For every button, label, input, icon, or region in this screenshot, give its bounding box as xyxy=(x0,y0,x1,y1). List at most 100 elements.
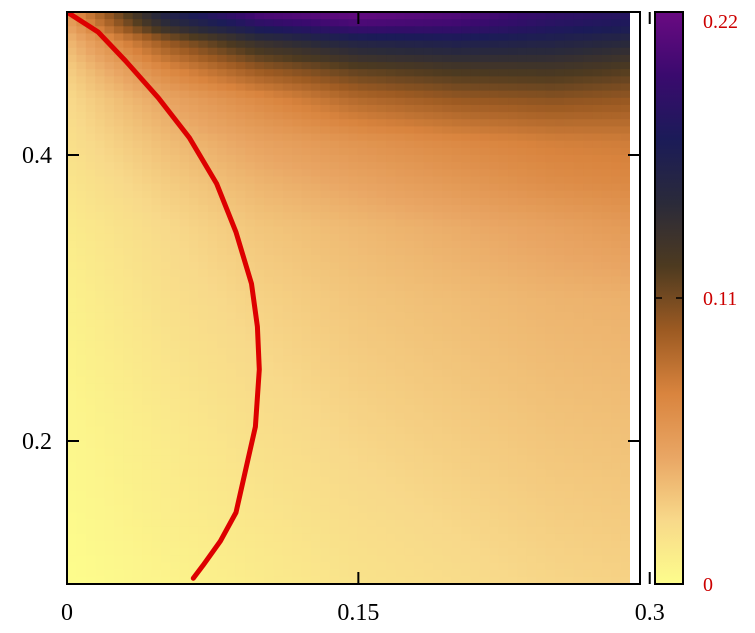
heatmap-cell xyxy=(376,197,387,206)
heatmap-cell xyxy=(217,283,228,292)
heatmap-cell xyxy=(357,340,368,349)
heatmap-cell xyxy=(376,569,387,578)
heatmap-cell xyxy=(489,183,500,192)
heatmap-cell xyxy=(339,269,350,278)
heatmap-cell xyxy=(282,219,293,228)
heatmap-cell xyxy=(76,405,87,413)
heatmap-cell xyxy=(611,169,622,178)
heatmap-cell xyxy=(526,469,537,478)
heatmap-cell xyxy=(601,83,612,92)
heatmap-cell xyxy=(526,69,537,77)
heatmap-cell xyxy=(292,526,303,535)
heatmap-cell xyxy=(404,255,415,263)
heatmap-cell xyxy=(620,562,630,571)
heatmap-cell xyxy=(235,126,246,135)
heatmap-cell xyxy=(564,112,575,120)
heatmap-cell xyxy=(583,355,594,363)
heatmap-cell xyxy=(339,326,350,335)
heatmap-cell xyxy=(198,362,209,371)
heatmap-cell xyxy=(85,155,96,163)
heatmap-cell xyxy=(301,119,312,127)
heatmap-cell xyxy=(123,126,134,135)
heatmap-cell xyxy=(292,262,303,270)
heatmap-cell xyxy=(526,541,537,549)
heatmap-cell xyxy=(329,476,340,485)
heatmap-cell xyxy=(329,26,340,35)
heatmap-cell xyxy=(151,562,162,571)
heatmap-cell xyxy=(198,133,209,142)
heatmap-cell xyxy=(442,90,453,99)
heatmap-cell xyxy=(404,283,415,292)
heatmap-cell xyxy=(479,269,490,278)
heatmap-cell xyxy=(329,505,340,514)
heatmap-cell xyxy=(461,405,472,413)
heatmap-cell xyxy=(601,455,612,464)
heatmap-cell xyxy=(357,190,368,199)
heatmap-cell xyxy=(564,247,575,256)
heatmap-cell xyxy=(620,476,630,485)
heatmap-cell xyxy=(442,505,453,514)
heatmap-cell xyxy=(414,562,425,571)
heatmap-cell xyxy=(583,305,594,313)
heatmap-cell xyxy=(142,441,153,449)
heatmap-cell xyxy=(235,455,246,464)
heatmap-cell xyxy=(470,283,481,292)
heatmap-cell xyxy=(573,512,584,521)
heatmap-cell xyxy=(583,90,594,99)
heatmap-cell xyxy=(367,69,378,77)
heatmap-cell xyxy=(329,40,340,49)
heatmap-cell xyxy=(357,90,368,99)
heatmap-cell xyxy=(545,498,556,506)
heatmap-cell xyxy=(620,519,630,528)
heatmap-cell xyxy=(601,147,612,156)
heatmap-cell xyxy=(292,505,303,514)
heatmap-cell xyxy=(442,247,453,256)
heatmap-cell xyxy=(217,376,228,385)
heatmap-cell xyxy=(104,90,115,99)
heatmap-cell xyxy=(564,69,575,77)
heatmap-cell xyxy=(123,197,134,206)
heatmap-cell xyxy=(564,548,575,556)
heatmap-cell xyxy=(601,426,612,435)
heatmap-cell xyxy=(320,412,331,421)
heatmap-cell xyxy=(536,348,547,356)
heatmap-cell xyxy=(564,226,575,235)
heatmap-cell xyxy=(414,104,425,113)
heatmap-cell xyxy=(179,133,190,142)
heatmap-cell xyxy=(273,569,284,578)
heatmap-cell xyxy=(442,240,453,249)
heatmap-cell xyxy=(432,569,443,578)
heatmap-cell xyxy=(367,469,378,478)
heatmap-cell xyxy=(301,541,312,549)
heatmap-cell xyxy=(489,83,500,92)
heatmap-cell xyxy=(67,169,77,178)
heatmap-cell xyxy=(404,362,415,371)
heatmap-cell xyxy=(620,62,630,70)
heatmap-cell xyxy=(310,340,321,349)
heatmap-cell xyxy=(367,97,378,106)
heatmap-cell xyxy=(489,462,500,471)
heatmap-cell xyxy=(451,541,462,549)
heatmap-cell xyxy=(245,162,256,170)
heatmap-cell xyxy=(423,533,434,542)
heatmap-cell xyxy=(113,83,124,92)
heatmap-cell xyxy=(432,155,443,163)
heatmap-cell xyxy=(423,76,434,85)
heatmap-cell xyxy=(386,126,397,135)
heatmap-cell xyxy=(235,526,246,535)
heatmap-cell xyxy=(573,97,584,106)
heatmap-cell xyxy=(123,519,134,528)
heatmap-cell xyxy=(376,26,387,35)
heatmap-cell xyxy=(264,12,275,20)
heatmap-cell xyxy=(170,355,181,363)
heatmap-cell xyxy=(123,233,134,242)
heatmap-cell xyxy=(95,576,106,584)
heatmap-cell xyxy=(423,83,434,92)
heatmap-cell xyxy=(517,197,528,206)
heatmap-cell xyxy=(245,298,256,306)
heatmap-cell xyxy=(536,290,547,299)
heatmap-cell xyxy=(188,448,199,456)
heatmap-cell xyxy=(357,283,368,292)
heatmap-cell xyxy=(217,512,228,521)
heatmap-cell xyxy=(104,548,115,556)
